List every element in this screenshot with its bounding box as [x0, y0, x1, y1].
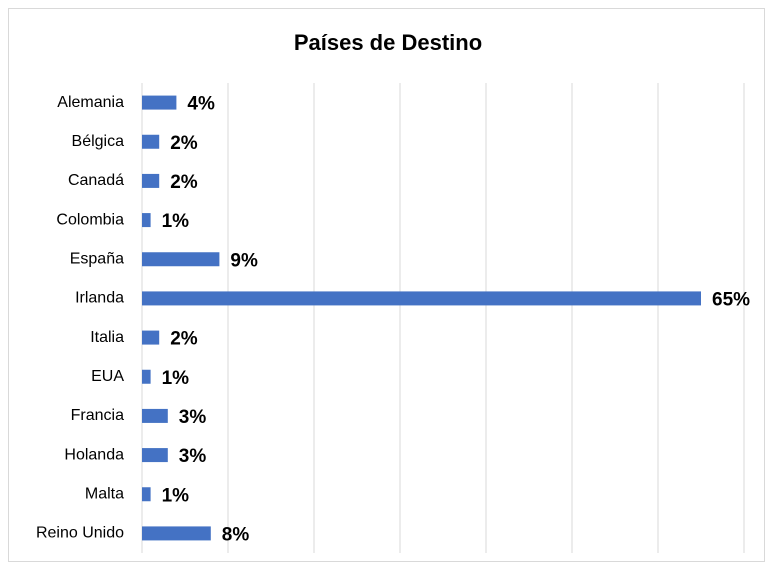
y-tick-label: Italia — [90, 329, 124, 346]
data-label: 1% — [162, 368, 190, 389]
y-tick-label: EUA — [91, 368, 124, 385]
y-tick-label: Canadá — [68, 172, 124, 189]
bar — [142, 487, 151, 502]
data-label: 2% — [170, 172, 198, 193]
data-label: 4% — [187, 94, 215, 115]
data-label: 9% — [230, 250, 258, 271]
chart-frame — [8, 8, 765, 562]
data-label: 65% — [712, 289, 750, 310]
bar — [142, 173, 160, 188]
y-tick-label: Francia — [71, 407, 124, 424]
y-tick-label: Colombia — [56, 211, 124, 228]
bar — [142, 448, 168, 463]
y-tick-label: Malta — [85, 485, 124, 502]
y-tick-label: Irlanda — [75, 290, 124, 307]
chart-title: Países de Destino — [294, 30, 482, 55]
bar — [142, 369, 151, 384]
data-label: 8% — [222, 524, 250, 545]
data-label: 3% — [179, 407, 207, 428]
bar — [142, 291, 701, 306]
y-tick-label: Holanda — [64, 446, 124, 463]
data-label: 2% — [170, 133, 198, 154]
y-tick-label: Bélgica — [72, 133, 125, 150]
bar — [142, 134, 160, 149]
data-label: 1% — [162, 211, 190, 232]
data-label: 3% — [179, 446, 207, 467]
bar — [142, 213, 151, 228]
data-label: 1% — [162, 485, 190, 506]
bar — [142, 252, 220, 267]
bar — [142, 95, 177, 110]
y-tick-label: España — [70, 250, 124, 267]
bar — [142, 526, 211, 541]
y-tick-label: Reino Unido — [36, 525, 124, 542]
bar — [142, 330, 160, 345]
data-label: 2% — [170, 329, 198, 350]
bar — [142, 408, 168, 423]
y-tick-label: Alemania — [57, 94, 124, 111]
